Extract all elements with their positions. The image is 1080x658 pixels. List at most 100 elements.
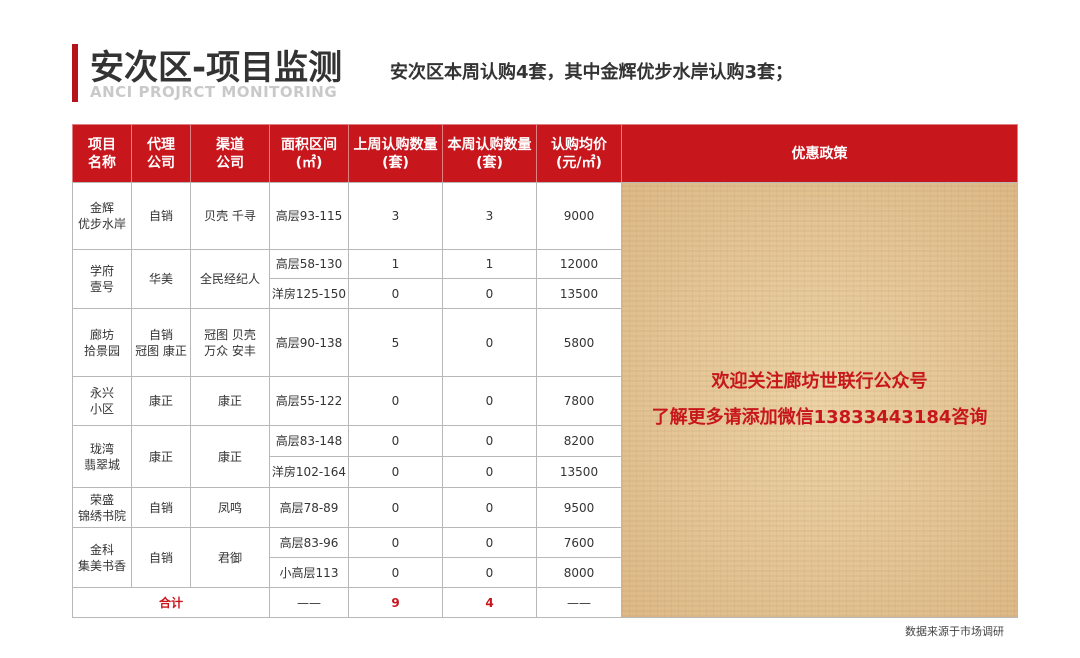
cell-text: 壹号 [89,280,114,294]
cell-text: 自销 [148,500,173,515]
last-week: 0 [348,376,443,426]
avg-price: 8200 [536,425,622,457]
this-week: 0 [442,376,537,426]
cell-text: 3 [485,209,494,223]
cell-text: 0 [391,565,400,580]
avg-price: 7800 [536,376,622,426]
cell-text: 项目 [88,136,116,153]
agent: 康正 [131,425,191,488]
cell-text: 冠图 贝壳 [204,327,256,342]
cell-text: 高层55-122 [275,394,343,408]
cell-text: 1 [485,257,494,271]
cell-text: 拾景园 [83,343,120,358]
cell-text: 7600 [563,535,595,550]
cell-text: 5 [391,335,400,350]
channel: 贝壳 千寻 [190,182,270,250]
cell-text: 锦绣书院 [77,508,126,523]
last-week: 0 [348,456,443,488]
cell-text: 面积区间 [281,136,337,153]
cell-text: 自销 [148,550,173,565]
cell-text: 1 [391,257,400,271]
cell-text: 万众 安丰 [204,343,256,358]
avg-price: 9500 [536,487,622,528]
this-week: 0 [442,456,537,488]
avg-price: 8000 [536,557,622,588]
this-week: 0 [442,308,537,377]
project-name: 珑湾 翡翠城 [72,425,132,488]
avg-price: 5800 [536,308,622,377]
agent: 自销 [131,487,191,528]
this-week: 0 [442,487,537,528]
cell-text: 康正 [217,394,242,408]
cell-text: 0 [391,286,400,301]
cell-text: 自销 [148,209,173,223]
cell-text: 小高层113 [279,565,339,580]
cell-text: 9000 [563,209,595,223]
cell-text: 0 [391,535,400,550]
this-week: 0 [442,557,537,588]
cell-text: 翡翠城 [83,457,120,472]
avg-price: 13500 [536,456,622,488]
this-week: 1 [442,249,537,279]
channel: 康正 [190,425,270,488]
agent: 自销 [131,182,191,250]
cell-text: 9 [391,595,400,610]
agent: 华美 [131,249,191,309]
policy-cell: 欢迎关注廊坊世联行公众号 了解更多请添加微信13833443184咨询 [621,182,1018,618]
total-price: —— [536,587,622,618]
cell-text: 永兴 [89,386,114,400]
cell-text: 康正 [217,449,242,464]
cell-text: 0 [485,434,494,448]
area-range: 高层58-130 [269,249,349,279]
cell-text: 0 [485,394,494,408]
cell-text: 0 [391,465,400,479]
agent: 自销 [131,527,191,588]
cell-text: 高层83-148 [275,434,343,448]
cell-text: 全民经纪人 [199,272,260,286]
cell-text: 13500 [559,286,599,301]
last-week: 0 [348,557,443,588]
cell-text: 本周认购数量 [447,136,532,153]
cell-text: 优步水岸 [77,217,126,231]
data-source: 数据来源于市场调研 [905,625,1004,638]
cell-text: 高层58-130 [275,257,343,271]
cell-text: 5800 [563,335,595,350]
cell-text: 廊坊 [89,327,114,342]
cell-text: 君御 [217,550,242,565]
cell-text: 小区 [89,402,114,416]
cell-text: 冠图 康正 [135,343,187,358]
project-name: 学府 壹号 [72,249,132,309]
area-range: 高层83-96 [269,527,349,558]
area-range: 高层90-138 [269,308,349,377]
cell-text: 0 [391,500,400,515]
last-week: 0 [348,527,443,558]
avg-price: 12000 [536,249,622,279]
cell-text: 高层83-96 [279,535,339,550]
this-week: 0 [442,278,537,309]
this-week: 0 [442,527,537,558]
cell-text: 合计 [158,595,183,610]
project-name: 永兴 小区 [72,376,132,426]
agent: 康正 [131,376,191,426]
cell-text: 华美 [148,272,173,286]
cell-text: 8000 [563,565,595,580]
headline: 安次区本周认购4套，其中金辉优步水岸认购3套； [390,62,794,83]
cell-text: —— [567,595,591,610]
cell-text: 了解更多请添加微信13833443184咨询 [651,407,988,428]
avg-price: 7600 [536,527,622,558]
cell-text: 0 [485,465,494,479]
cell-text: 优惠政策 [791,145,848,162]
last-week: 0 [348,487,443,528]
cell-text: 0 [391,394,400,408]
area-range: 洋房102-164 [269,456,349,488]
area-range: 高层83-148 [269,425,349,457]
cell-text: 康正 [148,449,173,464]
cell-text: 上周认购数量 [353,136,438,153]
cell-text: 4 [485,595,494,610]
channel: 全民经纪人 [190,249,270,309]
last-week: 3 [348,182,443,250]
cell-text: 公司 [216,154,244,171]
total-area: —— [269,587,349,618]
cell-text: 0 [391,434,400,448]
